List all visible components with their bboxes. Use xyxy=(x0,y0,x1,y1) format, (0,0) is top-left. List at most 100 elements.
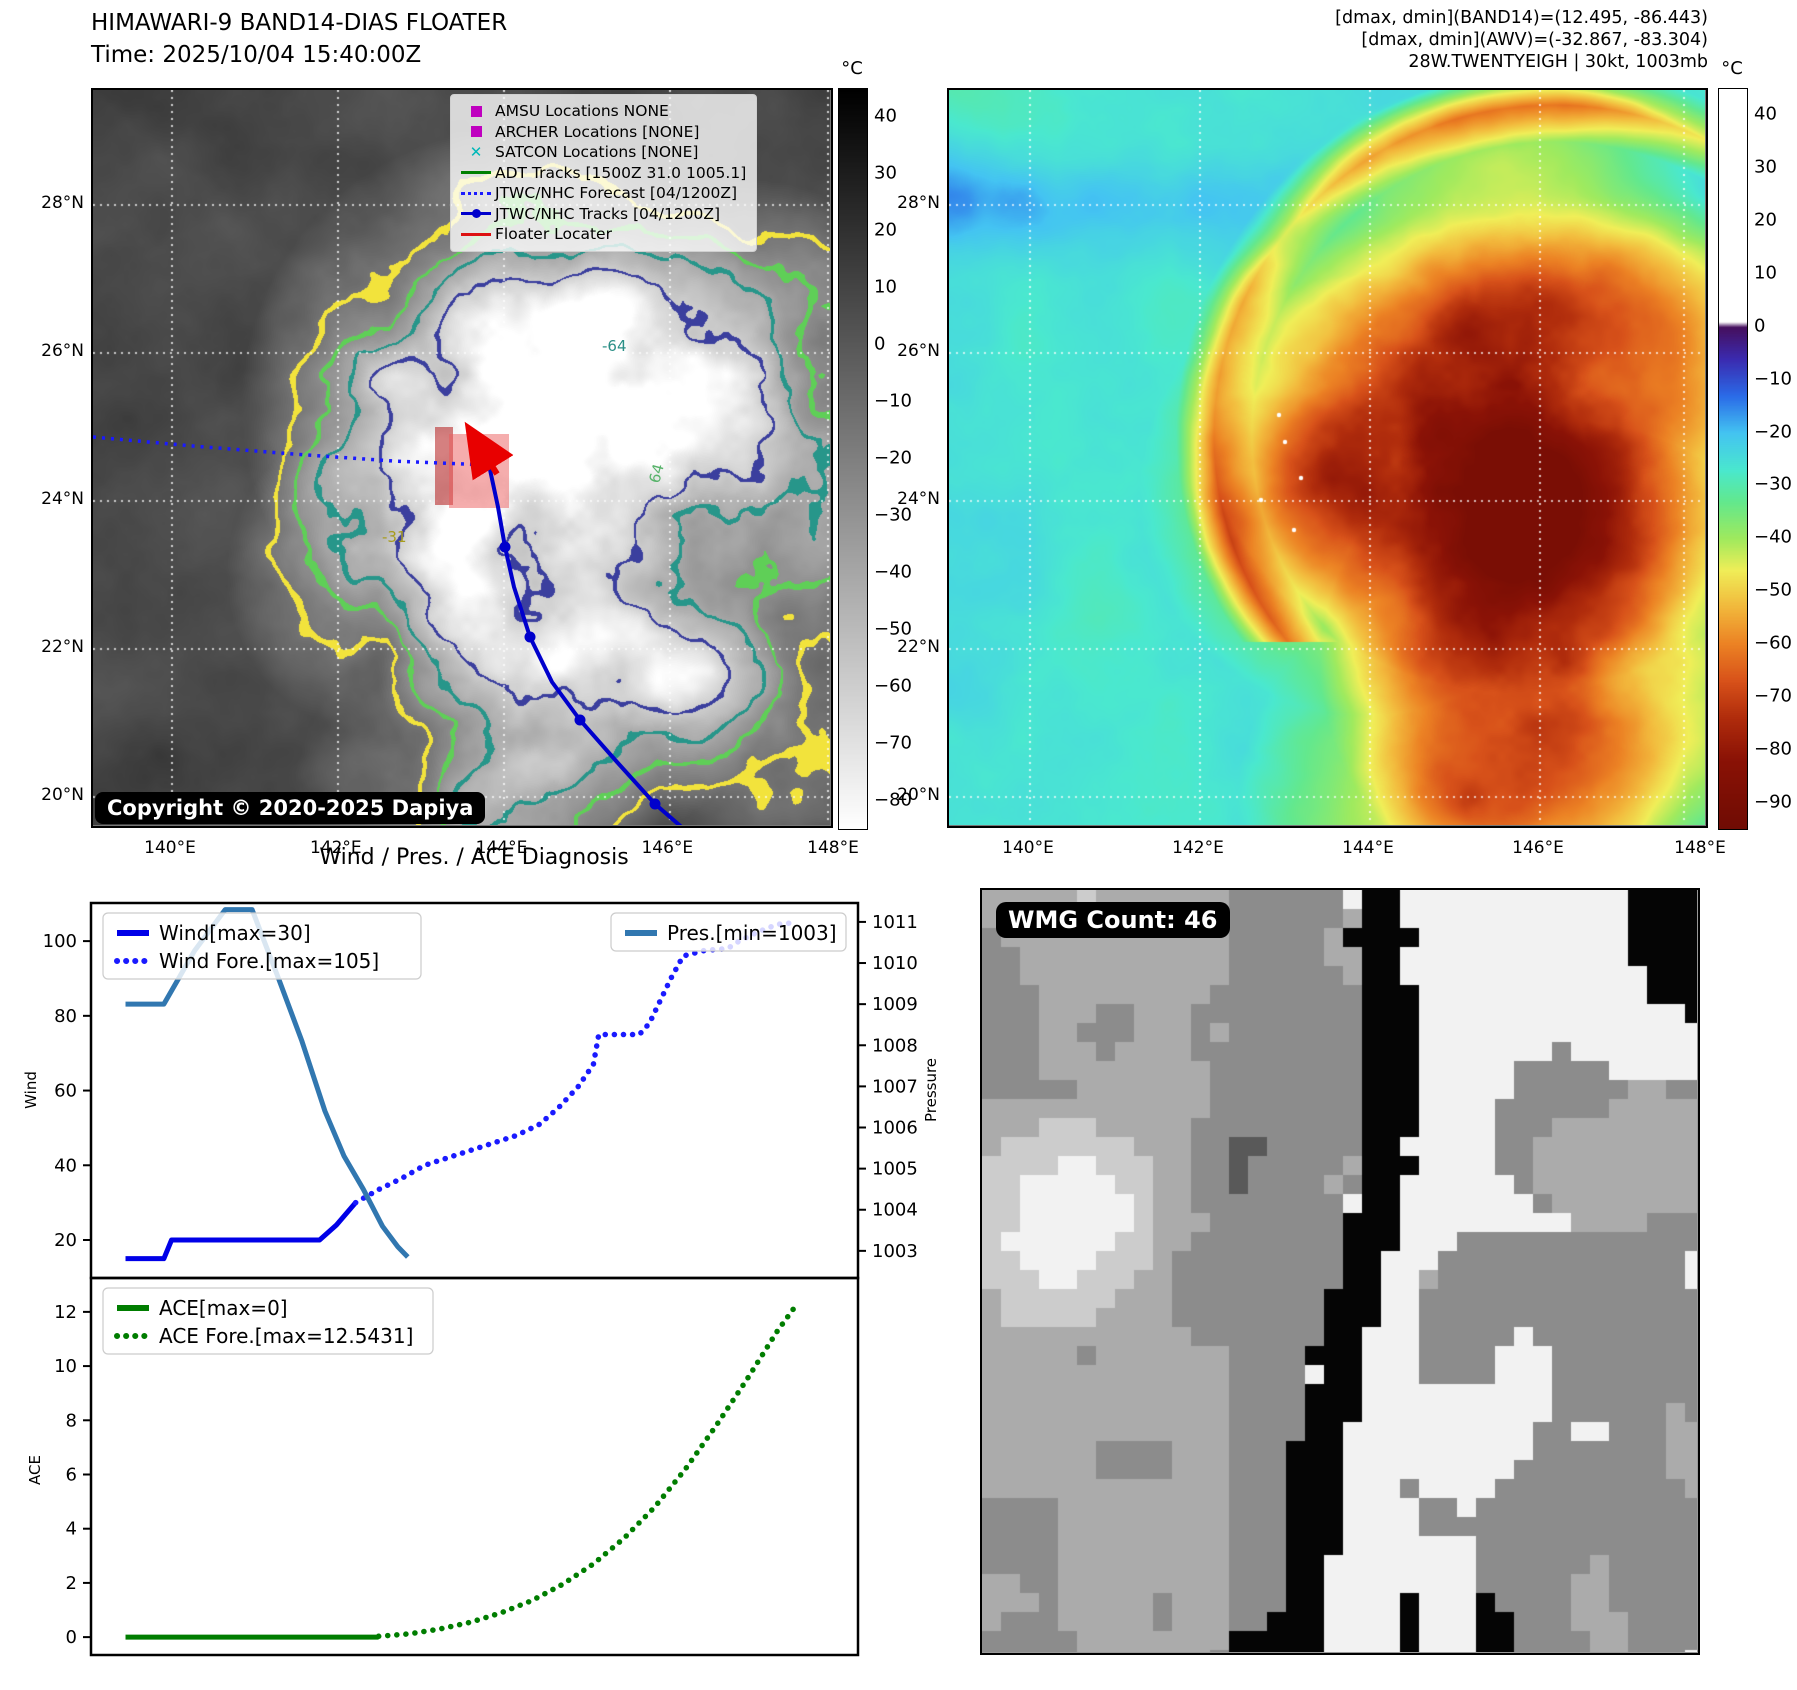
lon-label: 142°E xyxy=(309,838,362,858)
track-point-marker xyxy=(574,714,586,726)
awv-colorbar xyxy=(1718,88,1748,830)
y2-tick-label: 1004 xyxy=(872,1200,918,1221)
chart-legend-label: Wind[max=30] xyxy=(159,921,311,945)
chart-legend-label: Pres.[min=1003] xyxy=(667,921,837,945)
y2-tick-label: 1006 xyxy=(872,1118,918,1139)
colorbar1-tick: 30 xyxy=(874,162,897,184)
series-wind-fore-max-105- xyxy=(352,919,800,1206)
awv-map-canvas xyxy=(949,90,1705,825)
linedot-icon xyxy=(457,209,495,219)
colorbar2-tick: −70 xyxy=(1754,685,1792,707)
y-tick-label: 60 xyxy=(54,1081,77,1102)
y-tick-label: 100 xyxy=(43,931,77,952)
colorbar2-tick: −60 xyxy=(1754,632,1792,654)
wmg-canvas xyxy=(982,890,1697,1652)
lat-label: 24°N xyxy=(897,489,940,509)
colorbar1-tick: 40 xyxy=(874,105,897,127)
lat-label: 20°N xyxy=(897,785,940,805)
track-point-marker xyxy=(499,541,511,553)
y2-tick-label: 1011 xyxy=(872,912,918,933)
lat-label: 26°N xyxy=(897,341,940,361)
legend-item: ADT Tracks [1500Z 31.0 1005.1] xyxy=(457,163,746,184)
y-tick-label: 6 xyxy=(66,1464,77,1485)
jtwc-forecast-line xyxy=(93,435,490,467)
legend-item: AMSU Locations NONE xyxy=(457,101,746,122)
lat-label: 28°N xyxy=(41,193,84,213)
lon-label: 142°E xyxy=(1172,838,1224,858)
diagnosis-title: Wind / Pres. / ACE Diagnosis xyxy=(319,845,629,870)
legend-label: SATCON Locations [NONE] xyxy=(495,143,699,162)
lon-label: 148°E xyxy=(1674,838,1726,858)
colorbar1-tick: −10 xyxy=(874,390,912,412)
colorbar2-tick: −50 xyxy=(1754,579,1792,601)
colorbar2-tick: −20 xyxy=(1754,421,1792,443)
axis-label-pressure: Pressure xyxy=(922,1058,940,1122)
y-tick-label: 2 xyxy=(66,1573,77,1594)
y-tick-label: 12 xyxy=(54,1302,77,1323)
colorbar1-tick: −70 xyxy=(874,732,912,754)
y-tick-label: 10 xyxy=(54,1356,77,1377)
y2-tick-label: 1010 xyxy=(872,953,918,974)
contour-label: -31 xyxy=(382,528,407,546)
y2-tick-label: 1008 xyxy=(872,1035,918,1056)
y2-tick-label: 1005 xyxy=(872,1159,918,1180)
lat-label: 26°N xyxy=(41,341,84,361)
colorbar1-tick: −60 xyxy=(874,675,912,697)
line-icon xyxy=(457,171,495,175)
axis-label-wind: Wind xyxy=(22,1071,40,1109)
lon-label: 148°E xyxy=(807,838,859,858)
legend-label: JTWC/NHC Tracks [04/1200Z] xyxy=(495,204,721,223)
axis-label-ace: ACE xyxy=(26,1455,44,1485)
y-tick-label: 80 xyxy=(54,1006,77,1027)
colorbar2-tick: −40 xyxy=(1754,526,1792,548)
x-icon: ✕ xyxy=(469,143,483,162)
track-point-marker xyxy=(524,631,536,643)
colorbar1-tick: −40 xyxy=(874,561,912,583)
chart-legend-box xyxy=(102,912,422,980)
legend-label: ADT Tracks [1500Z 31.0 1005.1] xyxy=(495,163,747,182)
legend-label: AMSU Locations NONE xyxy=(495,102,669,121)
panel2-header-line2: [dmax, dmin](AWV)=(-32.867, -83.304) xyxy=(1361,30,1708,50)
wmg-count-badge: WMG Count: 46 xyxy=(996,902,1230,938)
line-icon xyxy=(457,232,495,236)
lon-label: 144°E xyxy=(1342,838,1394,858)
band14-satellite-map: -31 -64 64 AMSU Locations NONE ARCHER Locat… xyxy=(91,88,833,828)
series-wind-max-30- xyxy=(125,1201,358,1262)
wmg-pixel-map: WMG Count: 46 xyxy=(980,888,1700,1655)
colorbar1-tick: 10 xyxy=(874,276,897,298)
lon-label: 146°E xyxy=(1512,838,1564,858)
band14-map-overlay: -31 -64 64 xyxy=(93,337,683,825)
lon-label: 140°E xyxy=(1002,838,1054,858)
colorbar1-tick: −30 xyxy=(874,504,912,526)
lat-label: 28°N xyxy=(897,193,940,213)
lon-label: 144°E xyxy=(475,838,528,858)
wind-pressure-chart: 20 40 60 80 100 1003 1004 1005 1006 1007 1008 1009 1… xyxy=(22,901,940,1280)
track-point-marker xyxy=(649,798,661,810)
dotted-icon xyxy=(457,191,495,195)
legend-label: ARCHER Locations [NONE] xyxy=(495,122,700,141)
legend-label: Floater Locater xyxy=(495,225,612,244)
y2-tick-label: 1007 xyxy=(872,1076,918,1097)
colorbar2-tick: 0 xyxy=(1754,315,1766,337)
map-legend: AMSU Locations NONE ARCHER Locations [NON… xyxy=(450,94,758,252)
colorbar1-tick: 20 xyxy=(874,219,897,241)
colorbar2-tick: −10 xyxy=(1754,368,1792,390)
storm-motion-arrow xyxy=(464,421,514,481)
legend-label: JTWC/NHC Forecast [04/1200Z] xyxy=(495,184,738,203)
y-tick-label: 8 xyxy=(66,1410,77,1431)
lat-label: 22°N xyxy=(41,637,84,657)
lat-label: 20°N xyxy=(41,785,84,805)
square-icon xyxy=(457,126,495,138)
colorbar1-tick: −80 xyxy=(874,789,912,811)
panel2-header-line3: 28W.TWENTYEIGH | 30kt, 1003mb xyxy=(1408,52,1708,72)
panel1-time: Time: 2025/10/04 15:40:00Z xyxy=(91,42,422,68)
legend-item: ARCHER Locations [NONE] xyxy=(457,122,746,143)
square-icon xyxy=(457,105,495,117)
colorbar2-tick: −90 xyxy=(1754,791,1792,813)
y2-tick-label: 1003 xyxy=(872,1241,918,1262)
series-ace-fore-max-12-5431- xyxy=(375,1299,801,1640)
ace-chart: 0 2 4 6 8 10 12 ACE[max=0] ACE Fore.[max=12.5431… xyxy=(26,1276,860,1657)
chart-legend-label: Wind Fore.[max=105] xyxy=(159,949,379,973)
lat-label: 22°N xyxy=(897,637,940,657)
y-tick-label: 40 xyxy=(54,1155,77,1176)
